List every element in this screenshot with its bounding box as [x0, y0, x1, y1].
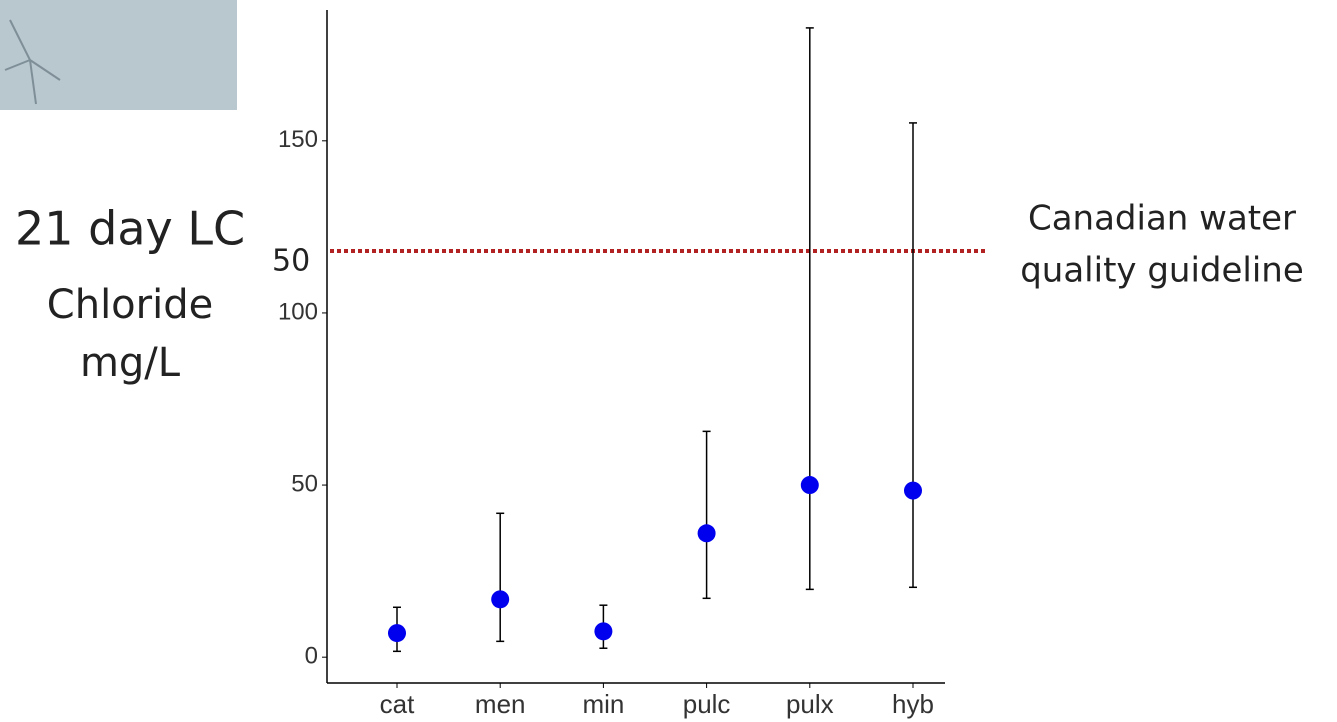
y-label-line: Chloride: [47, 282, 213, 328]
x-tick-label: men: [475, 689, 526, 719]
point: [491, 590, 510, 609]
y-tick-label: 150: [278, 126, 318, 153]
y-tick-label: 100: [278, 298, 318, 325]
organism-photo: [0, 0, 237, 110]
y-tick-label: 0: [305, 643, 318, 670]
guideline-label: Canadian water: [1028, 199, 1296, 239]
y-label-line: mg/L: [80, 340, 181, 386]
point: [594, 622, 613, 641]
point: [388, 624, 406, 643]
x-tick-label: min: [582, 689, 624, 719]
y-label-main: 21 day LC: [15, 202, 245, 256]
x-tick-label: pulc: [683, 689, 731, 719]
point: [904, 481, 922, 500]
x-tick-label: cat: [380, 689, 415, 719]
point: [800, 476, 819, 495]
x-tick-label: pulx: [786, 689, 834, 719]
photo-detail: [4, 19, 61, 105]
guideline-label: quality guideline: [1020, 251, 1304, 291]
y-tick-label: 50: [291, 470, 318, 497]
x-tick-label: hyb: [892, 689, 934, 719]
point: [697, 524, 716, 543]
y-label-sub: 50: [272, 244, 310, 279]
